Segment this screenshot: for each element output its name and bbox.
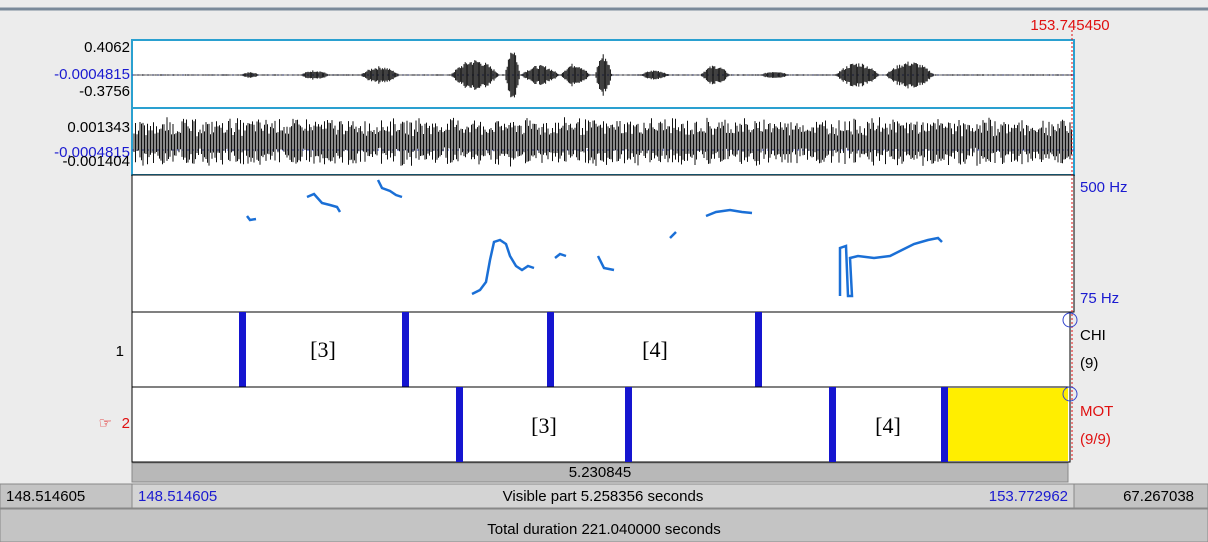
right-time-box[interactable]	[1073, 483, 1208, 509]
boundaries	[456, 387, 948, 462]
visible-start: 148.514605	[138, 488, 217, 505]
tier-2[interactable]	[131, 386, 1071, 463]
pitch-contour	[246, 215, 257, 222]
pitch-panel	[131, 174, 1075, 313]
visible-part: Visible part 5.258356 seconds	[503, 488, 704, 505]
boundaries	[239, 312, 762, 387]
boundary[interactable]	[456, 387, 463, 462]
waveform	[133, 52, 1072, 98]
pitch-contour	[705, 208, 753, 218]
waveform	[133, 117, 1072, 167]
selection-bar[interactable]	[131, 462, 1069, 483]
boundary[interactable]	[755, 312, 762, 387]
selection-duration: 5.230845	[569, 464, 632, 481]
interval-label[interactable]: [3]	[531, 413, 557, 438]
boundary[interactable]	[941, 387, 948, 462]
pitch-floor: 75 Hz	[1080, 290, 1119, 307]
tier-name: CHI	[1080, 327, 1106, 344]
amplitude-min: -0.3756	[79, 83, 130, 100]
amplitude-min: -0.001404	[62, 153, 130, 170]
boundary[interactable]	[625, 387, 632, 462]
tier-1[interactable]	[131, 311, 1071, 388]
cursor-time: 153.745450	[1030, 17, 1109, 34]
tier-number: 2	[122, 415, 130, 432]
pitch-contour	[838, 236, 943, 298]
amplitude-mid: -0.0004815	[54, 144, 130, 161]
visible-end: 153.772962	[989, 488, 1068, 505]
visible-part-box[interactable]	[131, 483, 1075, 509]
tier-number: 1	[116, 343, 124, 360]
tier-count: (9)	[1080, 355, 1098, 372]
interval-label[interactable]: [4]	[642, 337, 668, 362]
tier-handle	[1062, 386, 1078, 402]
pitch-ceiling: 500 Hz	[1080, 179, 1128, 196]
right-time: 67.267038	[1123, 488, 1194, 505]
boundary[interactable]	[239, 312, 246, 387]
pitch-contour	[554, 252, 567, 259]
pitch-contour	[669, 231, 677, 239]
interval-label[interactable]: [4]	[875, 413, 901, 438]
total-bar[interactable]	[0, 508, 1208, 542]
interval-label[interactable]: [3]	[310, 337, 336, 362]
left-time-box[interactable]	[0, 483, 133, 509]
tier-pointer: ☞	[99, 415, 112, 432]
amplitude-max: 0.4062	[84, 39, 130, 56]
boundary[interactable]	[829, 387, 836, 462]
pitch-contour	[596, 255, 615, 272]
total-duration: Total duration 221.040000 seconds	[487, 521, 721, 538]
selection	[948, 388, 1068, 461]
left-time: 148.514605	[6, 488, 85, 505]
tier-count: (9/9)	[1080, 431, 1111, 448]
pitch-contour	[471, 238, 535, 296]
pitch-contour	[376, 179, 403, 199]
pitch-contour	[246, 179, 943, 298]
boundary[interactable]	[402, 312, 409, 387]
tier-handle	[1062, 312, 1078, 328]
amplitude-mid: -0.0004815	[54, 66, 130, 83]
amplitude-max: 0.001343	[67, 119, 130, 136]
tier-name: MOT	[1080, 403, 1113, 420]
boundary[interactable]	[547, 312, 554, 387]
pitch-contour	[306, 192, 342, 213]
